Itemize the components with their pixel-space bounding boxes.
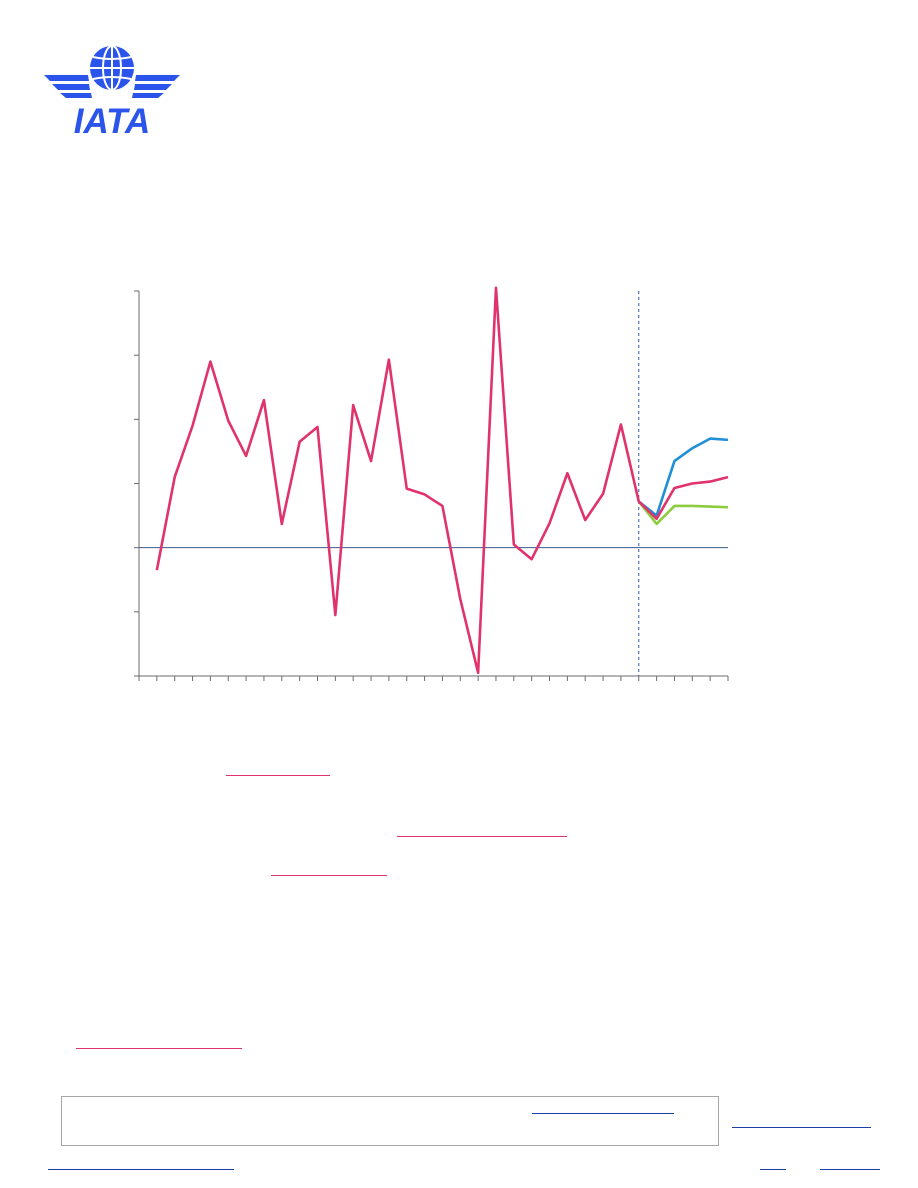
footer-link-right[interactable] [820, 1169, 880, 1170]
text-link-underline-4[interactable] [76, 1048, 242, 1049]
chart-series [155, 286, 729, 675]
iata-wordmark: IATA [74, 102, 150, 136]
text-link-underline-2[interactable] [397, 836, 567, 837]
footer-link-left[interactable] [48, 1169, 234, 1170]
footer-box-link-underline[interactable] [532, 1113, 674, 1114]
footer-notice-box [61, 1096, 719, 1146]
footer-link-mid[interactable] [760, 1169, 786, 1170]
baseline-series-line [155, 286, 729, 675]
upside-series-line [637, 437, 729, 517]
text-link-underline-3[interactable] [271, 875, 387, 876]
chart-guides [139, 291, 728, 676]
iata-logo: IATA [44, 45, 180, 136]
globe-icon [90, 45, 134, 91]
text-link-underline-1[interactable] [226, 775, 330, 776]
chart-axes [134, 290, 729, 681]
footer-side-link-underline[interactable] [732, 1127, 871, 1128]
wings-icon [44, 75, 180, 98]
downside-series-line [637, 500, 729, 526]
outlook-line-chart [134, 286, 729, 681]
